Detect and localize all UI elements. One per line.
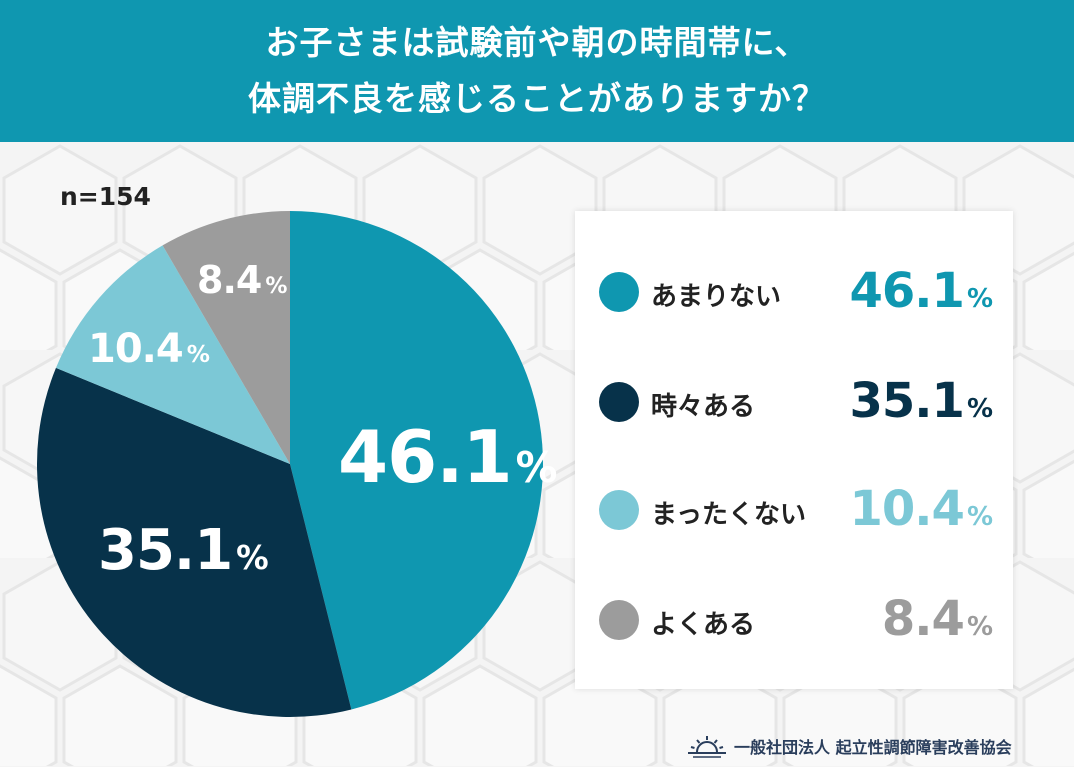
legend-label: よくある	[651, 610, 756, 640]
pie-slice-never	[290, 211, 544, 710]
legend-label: 時々ある	[651, 392, 756, 422]
title-line-1: お子さまは試験前や朝の時間帯に、	[265, 23, 809, 62]
legend-label: まったくない	[651, 500, 806, 530]
header-banner: お子さまは試験前や朝の時間帯に、 体調不良を感じることがありますか？	[0, 0, 1074, 142]
legend-dot	[599, 600, 639, 640]
legend-number: 10.4	[849, 481, 965, 537]
pie-label-never: 46.1%	[338, 415, 558, 499]
organization-name: 一般社団法人 起立性調節障害改善協会	[734, 738, 1012, 757]
pie-label-value: 35.1	[98, 518, 233, 583]
percent-sign: %	[265, 274, 288, 299]
legend-value: 10.4%	[850, 481, 994, 537]
percent-sign: %	[966, 502, 993, 532]
pie-label-sometimes: 35.1%	[98, 518, 269, 583]
pie-label-value: 46.1	[338, 415, 513, 499]
percent-sign: %	[186, 341, 210, 368]
legend-value: 46.1%	[850, 263, 994, 319]
pie-label-often: 8.4%	[197, 258, 287, 302]
pie-slice-often	[162, 211, 290, 464]
percent-sign: %	[966, 394, 993, 424]
pie-label-not-at-all: 10.4%	[88, 326, 210, 372]
sunrise-logo-icon	[688, 736, 726, 758]
legend-panel: あまりない 46.1% 時々ある 35.1% まったくない 10.4% よくある…	[575, 211, 1013, 689]
legend-dot	[599, 272, 639, 312]
pie-slice-sometimes	[36, 367, 352, 717]
legend-item-not-at-all: まったくない 10.4%	[575, 481, 1013, 541]
legend-item-never: あまりない 46.1%	[575, 263, 1013, 323]
legend-dot	[599, 382, 639, 422]
pie-label-value: 10.4	[88, 326, 184, 372]
pie-label-value: 8.4	[197, 258, 262, 302]
title-line-2: 体調不良を感じることがありますか？	[248, 79, 826, 118]
legend-number: 35.1	[849, 373, 965, 429]
percent-sign: %	[966, 612, 993, 642]
legend-item-often: よくある 8.4%	[575, 591, 1013, 651]
pie-slice-not-at-all	[55, 245, 290, 464]
legend-label: あまりない	[651, 282, 782, 312]
percent-sign: %	[236, 539, 269, 577]
percent-sign: %	[515, 443, 558, 492]
legend-number: 46.1	[849, 263, 965, 319]
sample-size-label: n=154	[60, 182, 151, 211]
legend-dot	[599, 490, 639, 530]
legend-number: 8.4	[881, 591, 965, 647]
legend-item-sometimes: 時々ある 35.1%	[575, 373, 1013, 433]
legend-value: 8.4%	[882, 591, 993, 647]
footer-credit: 一般社団法人 起立性調節障害改善協会	[688, 732, 1012, 760]
percent-sign: %	[966, 284, 993, 314]
legend-value: 35.1%	[850, 373, 994, 429]
